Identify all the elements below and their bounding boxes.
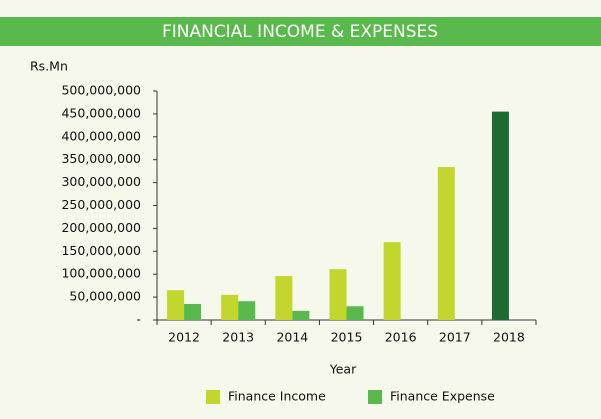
legend-swatch [368, 390, 382, 404]
x-axis-label: Year [329, 362, 357, 377]
header-band [0, 17, 601, 46]
y-tick-label: 200,000,000 [61, 220, 141, 235]
bar [238, 301, 256, 320]
y-tick-label: 250,000,000 [61, 197, 141, 212]
y-tick-label: 400,000,000 [61, 128, 141, 143]
x-tick-label: 2016 [385, 330, 417, 345]
x-tick-label: 2017 [439, 330, 471, 345]
bar [383, 242, 401, 320]
bar [275, 276, 293, 320]
y-axis-label: Rs.Mn [30, 59, 68, 74]
y-tick-label: 150,000,000 [61, 243, 141, 258]
legend-label: Finance Income [228, 389, 326, 404]
chart-title: FINANCIAL INCOME & EXPENSES [162, 22, 438, 42]
legend-label: Finance Expense [390, 389, 495, 404]
x-tick-label: 2018 [493, 330, 525, 345]
y-tick-label: 50,000,000 [69, 289, 141, 304]
bar [292, 310, 310, 320]
y-tick-label: 450,000,000 [61, 105, 141, 120]
bar [329, 269, 347, 320]
x-tick-label: 2012 [168, 330, 200, 345]
y-tick-label: 350,000,000 [61, 151, 141, 166]
legend-swatch [206, 390, 220, 404]
bar [437, 167, 455, 320]
bar [491, 111, 509, 320]
bar [221, 294, 239, 320]
bar [346, 306, 364, 320]
y-tick-label: 100,000,000 [61, 266, 141, 281]
y-tick-label: 500,000,000 [61, 83, 141, 98]
bar [167, 290, 185, 320]
x-tick-label: 2015 [331, 330, 363, 345]
x-tick-label: 2013 [222, 330, 254, 345]
x-tick-label: 2014 [276, 330, 308, 345]
y-tick-label: - [136, 312, 141, 327]
y-tick-label: 300,000,000 [61, 174, 141, 189]
bar [184, 303, 202, 320]
